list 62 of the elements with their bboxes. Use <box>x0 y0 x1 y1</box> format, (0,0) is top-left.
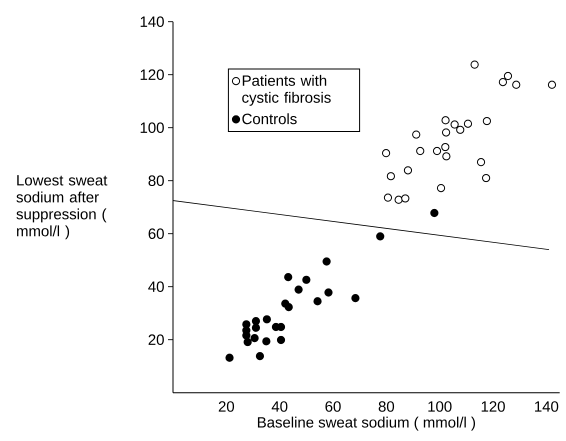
point <box>284 273 292 282</box>
point <box>498 78 507 86</box>
point <box>401 194 410 203</box>
point <box>404 166 412 174</box>
point <box>476 158 486 166</box>
x-tick-label: 80 <box>378 401 394 412</box>
point <box>441 116 450 124</box>
point <box>252 324 260 332</box>
point <box>313 297 322 306</box>
y-tick-label: 140 <box>140 16 164 27</box>
y-tick-label: 20 <box>148 334 164 345</box>
point <box>548 80 556 89</box>
y-axis-title: Lowest sweat sodium after suppression ( mmol/l ) <box>16 175 108 240</box>
point <box>376 232 384 240</box>
point <box>294 286 303 294</box>
point <box>441 142 450 152</box>
point <box>302 276 310 284</box>
point <box>256 352 264 360</box>
point <box>252 317 260 326</box>
point <box>394 196 403 204</box>
point <box>386 172 395 180</box>
y-tick-label: 120 <box>140 69 164 80</box>
point <box>512 80 520 89</box>
point <box>504 72 512 80</box>
point <box>450 120 459 129</box>
y-tick-label: 100 <box>140 122 164 133</box>
point <box>412 130 420 139</box>
x-tick-label: 40 <box>272 401 288 412</box>
legend-label: Patients with cystic fibrosis <box>242 74 331 106</box>
x-tick-label: 100 <box>428 401 452 412</box>
point <box>284 303 293 312</box>
x-tick-label: 120 <box>482 401 505 412</box>
x-tick-label: 140 <box>535 401 558 412</box>
y-tick-label: 80 <box>148 175 164 186</box>
point <box>225 354 234 362</box>
point <box>456 126 464 134</box>
point <box>351 294 360 302</box>
y-tick-label: 40 <box>148 281 164 292</box>
point <box>436 184 446 192</box>
x-tick-label: 60 <box>325 401 341 412</box>
point <box>262 315 271 324</box>
point <box>262 337 270 346</box>
point <box>470 60 479 69</box>
x-axis-title: Baseline sweat sodium ( mmol/l ) <box>258 416 476 431</box>
point <box>442 152 450 160</box>
point <box>250 334 259 342</box>
point <box>432 146 442 156</box>
point <box>416 146 424 156</box>
point <box>482 174 490 182</box>
point <box>244 338 252 346</box>
point <box>324 288 333 297</box>
point <box>322 257 331 266</box>
y-tick-label: 60 <box>148 228 164 239</box>
point <box>430 208 438 218</box>
point <box>276 336 286 344</box>
legend-label: Controls <box>242 113 297 124</box>
point <box>384 194 392 202</box>
point <box>482 116 491 126</box>
point <box>464 120 472 128</box>
point <box>382 149 390 158</box>
x-tick-label: 20 <box>218 401 234 412</box>
point <box>442 128 450 137</box>
